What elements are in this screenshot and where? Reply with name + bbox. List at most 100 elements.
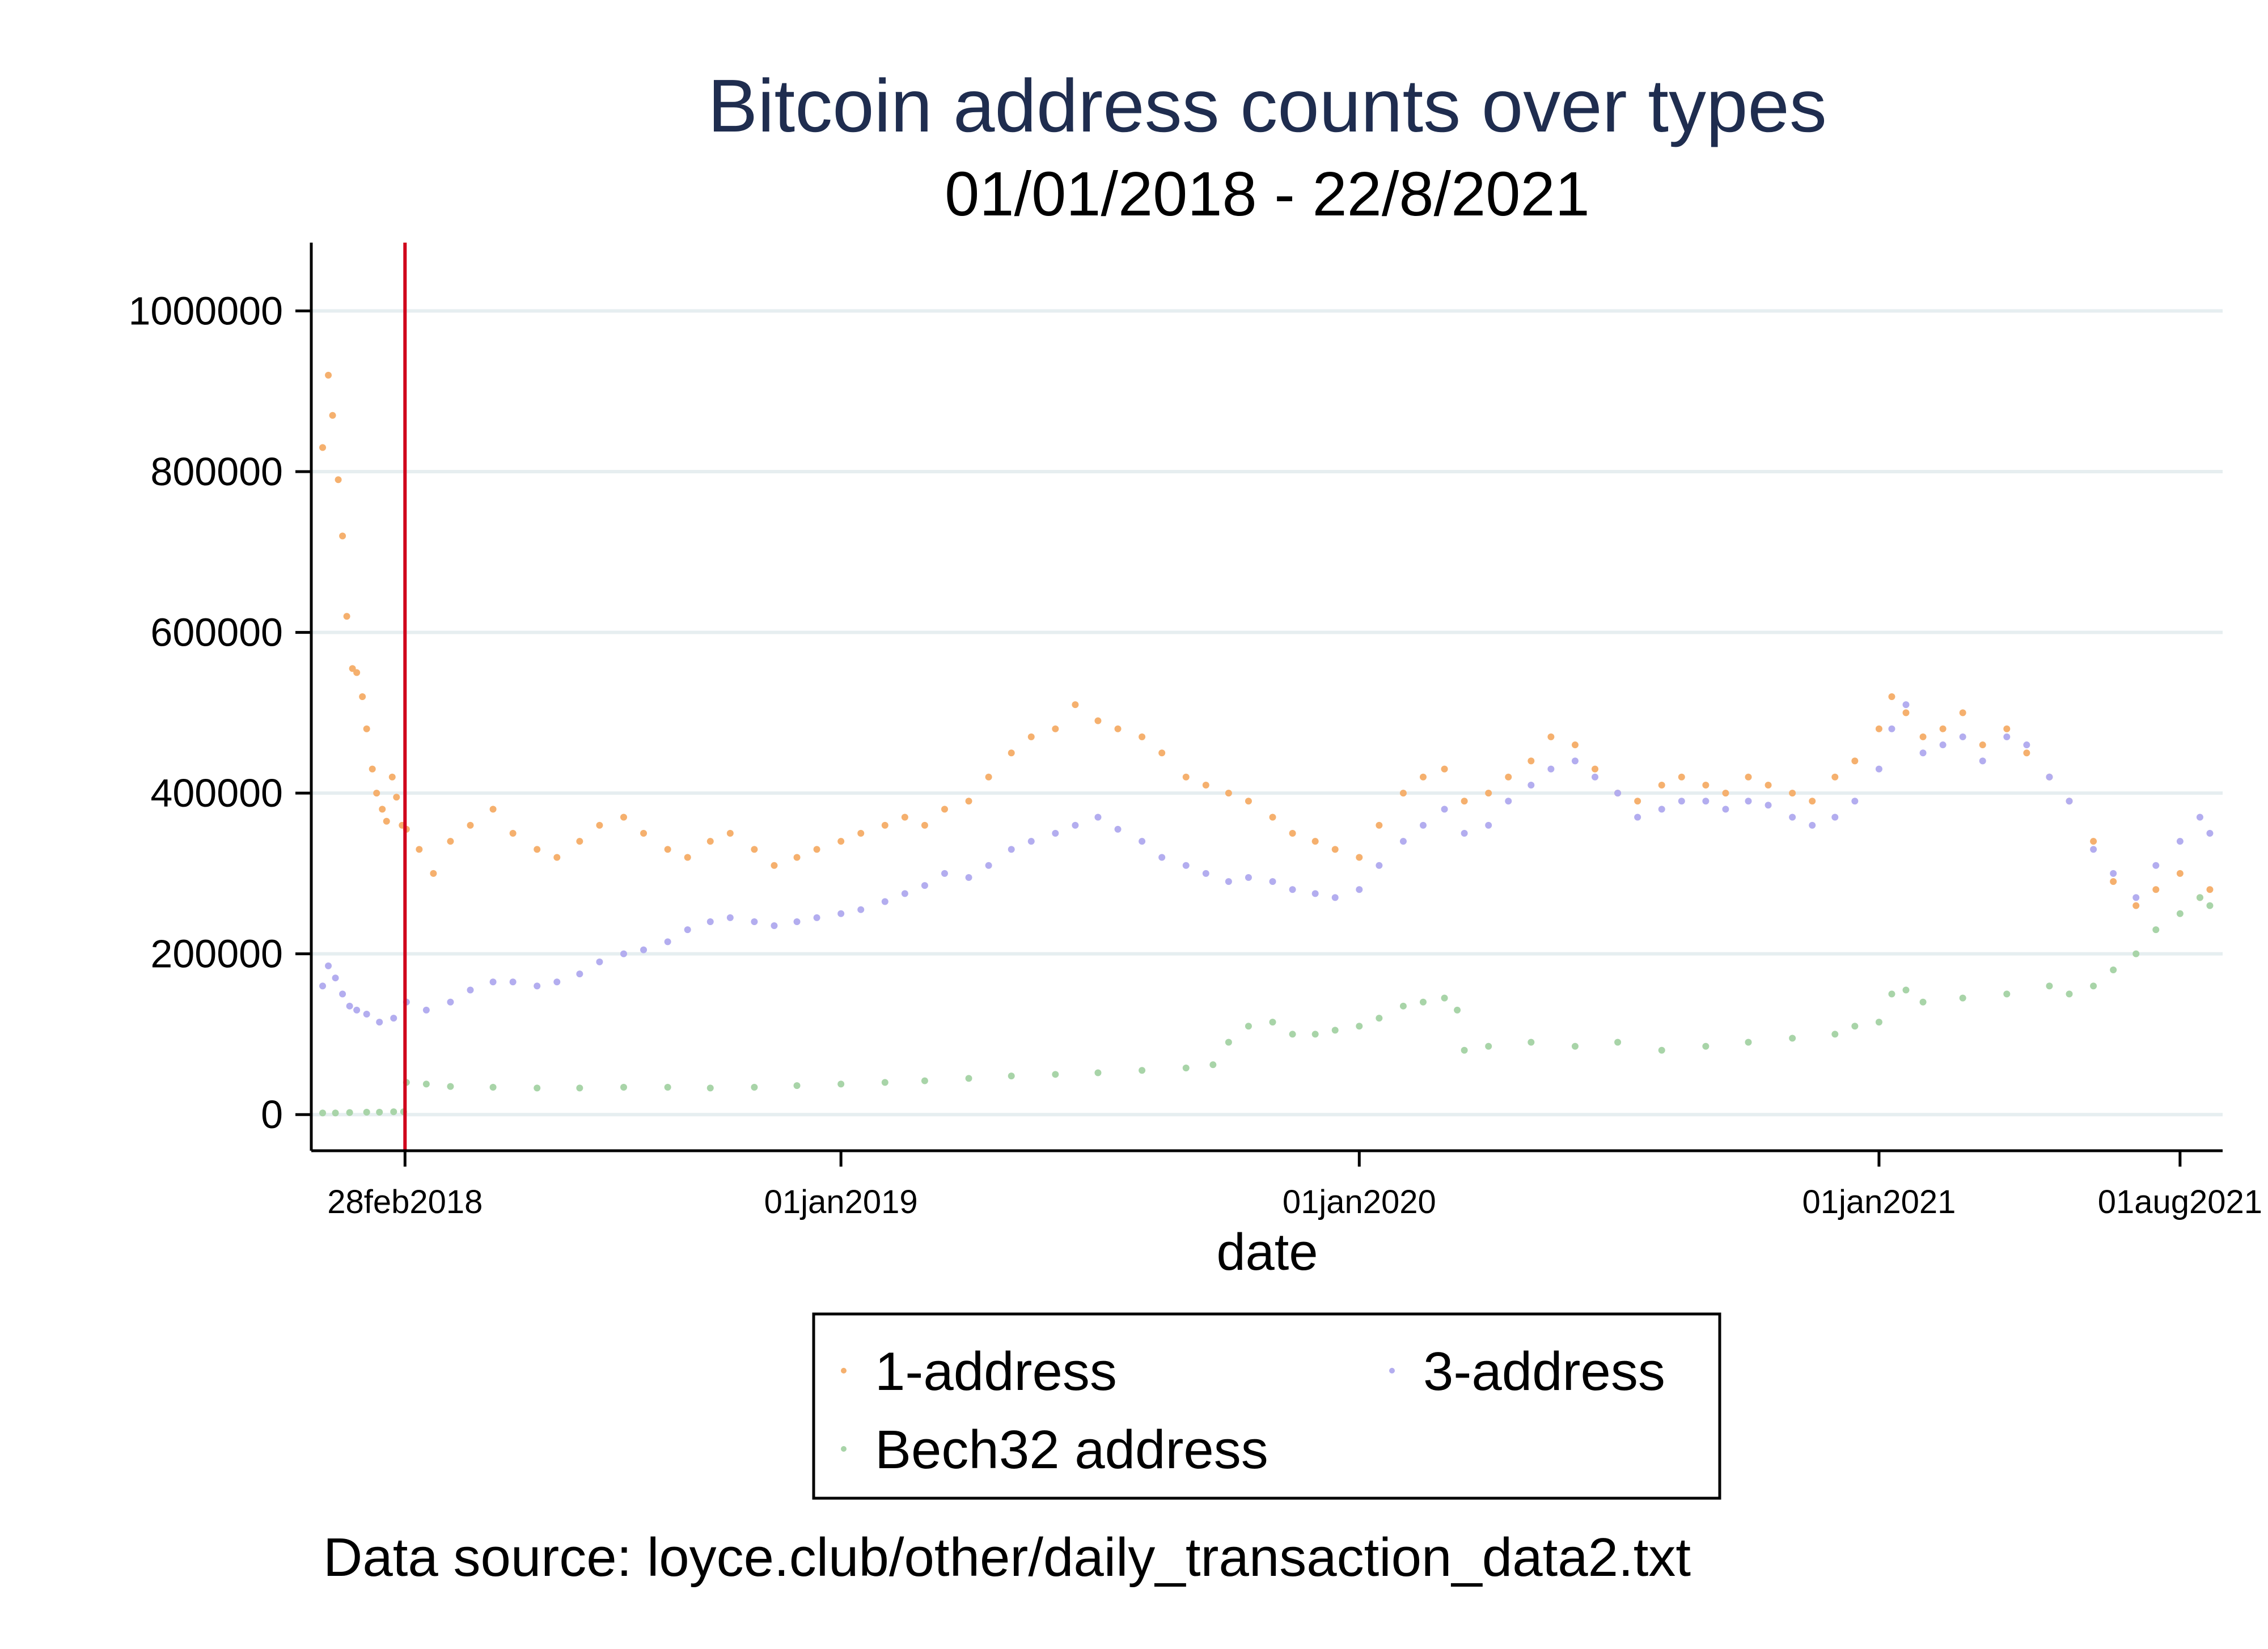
data-point <box>985 862 992 869</box>
data-point <box>2090 838 2097 845</box>
data-point <box>751 918 758 925</box>
data-point <box>1072 701 1079 709</box>
data-point <box>1571 741 1579 749</box>
data-point <box>1765 802 1772 809</box>
y-tick-label: 800000 <box>150 450 283 494</box>
data-point <box>2196 813 2203 821</box>
data-point <box>596 821 603 829</box>
data-point <box>319 1109 327 1117</box>
data-point <box>1919 749 1927 757</box>
data-point <box>489 806 497 813</box>
data-point <box>1809 821 1816 829</box>
data-points <box>319 371 2214 1117</box>
data-point <box>1269 813 1276 821</box>
data-point <box>1789 790 1796 797</box>
data-point <box>813 914 820 921</box>
chart-title: Bitcoin address counts over types <box>708 64 1827 147</box>
data-point <box>1356 1023 1363 1030</box>
data-point <box>2066 798 2073 805</box>
data-point <box>1461 830 1468 837</box>
data-point <box>1311 890 1319 897</box>
data-point <box>1289 830 1296 837</box>
data-point <box>1888 990 1895 998</box>
data-point <box>430 870 437 877</box>
data-point <box>1809 798 1816 805</box>
data-point <box>1547 733 1555 740</box>
chart-subtitle: 01/01/2018 - 22/8/2021 <box>945 159 1590 229</box>
data-point <box>576 838 583 845</box>
data-point <box>1027 838 1035 845</box>
data-point <box>1027 733 1035 740</box>
data-point <box>921 821 928 829</box>
data-point <box>353 1006 361 1014</box>
data-point <box>1331 894 1339 901</box>
series-3-address <box>319 701 2214 1026</box>
data-point <box>1789 813 1796 821</box>
data-point <box>1485 790 1492 797</box>
data-point <box>422 1080 430 1088</box>
data-point <box>881 1079 888 1086</box>
data-point <box>576 970 583 978</box>
data-point <box>1182 862 1190 869</box>
data-point <box>393 794 400 801</box>
data-point <box>1678 798 1685 805</box>
data-point <box>793 1082 801 1090</box>
data-point <box>965 874 972 881</box>
data-point <box>1851 798 1859 805</box>
data-point <box>596 958 603 965</box>
data-point <box>1888 725 1895 732</box>
data-point <box>390 1108 397 1116</box>
data-point <box>2110 966 2117 974</box>
data-point <box>706 838 714 845</box>
data-point <box>620 950 627 957</box>
data-point <box>837 910 845 917</box>
data-point <box>793 918 801 925</box>
data-point <box>376 1019 383 1026</box>
data-point <box>1419 773 1427 781</box>
data-point <box>359 693 366 700</box>
data-point <box>1702 781 1710 789</box>
data-point <box>2152 886 2160 893</box>
data-point <box>664 1084 671 1091</box>
data-point <box>684 926 691 934</box>
data-point <box>2152 926 2160 934</box>
data-point <box>576 1084 583 1092</box>
data-point <box>346 1109 353 1116</box>
data-point <box>706 1084 714 1092</box>
legend-box <box>812 1312 1721 1500</box>
data-point <box>390 1015 397 1022</box>
data-point <box>1571 757 1579 765</box>
data-point <box>2046 982 2053 990</box>
data-point <box>1441 994 1448 1002</box>
data-point <box>2132 894 2140 901</box>
data-point <box>751 1084 758 1091</box>
data-point <box>332 974 339 982</box>
data-point <box>1114 725 1122 732</box>
data-point <box>319 444 327 451</box>
data-point <box>369 765 376 773</box>
data-point <box>1831 813 1839 821</box>
data-point <box>379 806 386 813</box>
data-point <box>881 898 888 905</box>
y-tick-label: 0 <box>261 1092 283 1137</box>
data-point <box>1658 1046 1665 1054</box>
data-point <box>857 906 865 913</box>
data-point <box>2206 830 2214 837</box>
data-point <box>2090 846 2097 853</box>
data-point <box>1269 878 1276 885</box>
data-point <box>921 1077 928 1084</box>
x-axis-title: date <box>1216 1223 1318 1281</box>
data-point <box>1678 773 1685 781</box>
data-point <box>813 846 820 853</box>
data-point <box>1902 701 1910 709</box>
legend-marker-bech32-address <box>841 1446 847 1452</box>
data-point <box>1245 874 1252 881</box>
x-tick-label: 01aug2021 <box>2098 1184 2262 1220</box>
data-point <box>383 817 390 825</box>
data-point <box>553 854 561 861</box>
data-point <box>771 922 778 930</box>
data-point <box>447 998 454 1006</box>
data-point <box>332 1109 339 1117</box>
data-point <box>2090 982 2097 990</box>
data-point <box>620 1084 627 1091</box>
